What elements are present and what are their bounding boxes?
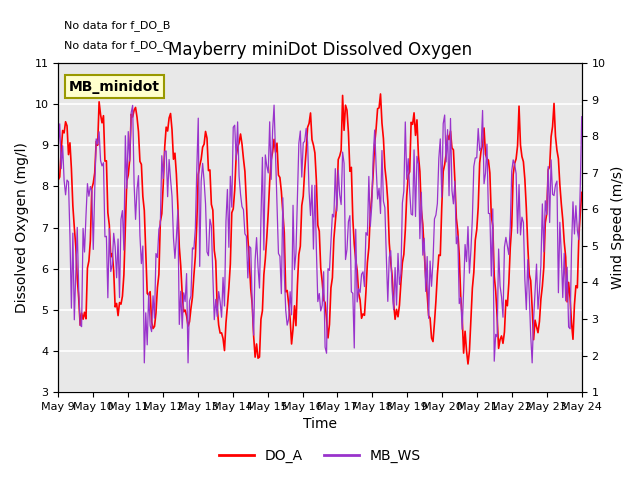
Y-axis label: Dissolved Oxygen (mg/l): Dissolved Oxygen (mg/l) (15, 142, 29, 313)
Y-axis label: Wind Speed (m/s): Wind Speed (m/s) (611, 166, 625, 289)
Legend: DO_A, MB_WS: DO_A, MB_WS (214, 443, 426, 468)
Text: No data for f_DO_B: No data for f_DO_B (63, 20, 170, 31)
Text: No data for f_DO_C: No data for f_DO_C (63, 40, 170, 51)
Title: Mayberry miniDot Dissolved Oxygen: Mayberry miniDot Dissolved Oxygen (168, 41, 472, 59)
X-axis label: Time: Time (303, 418, 337, 432)
Text: MB_minidot: MB_minidot (68, 80, 160, 94)
